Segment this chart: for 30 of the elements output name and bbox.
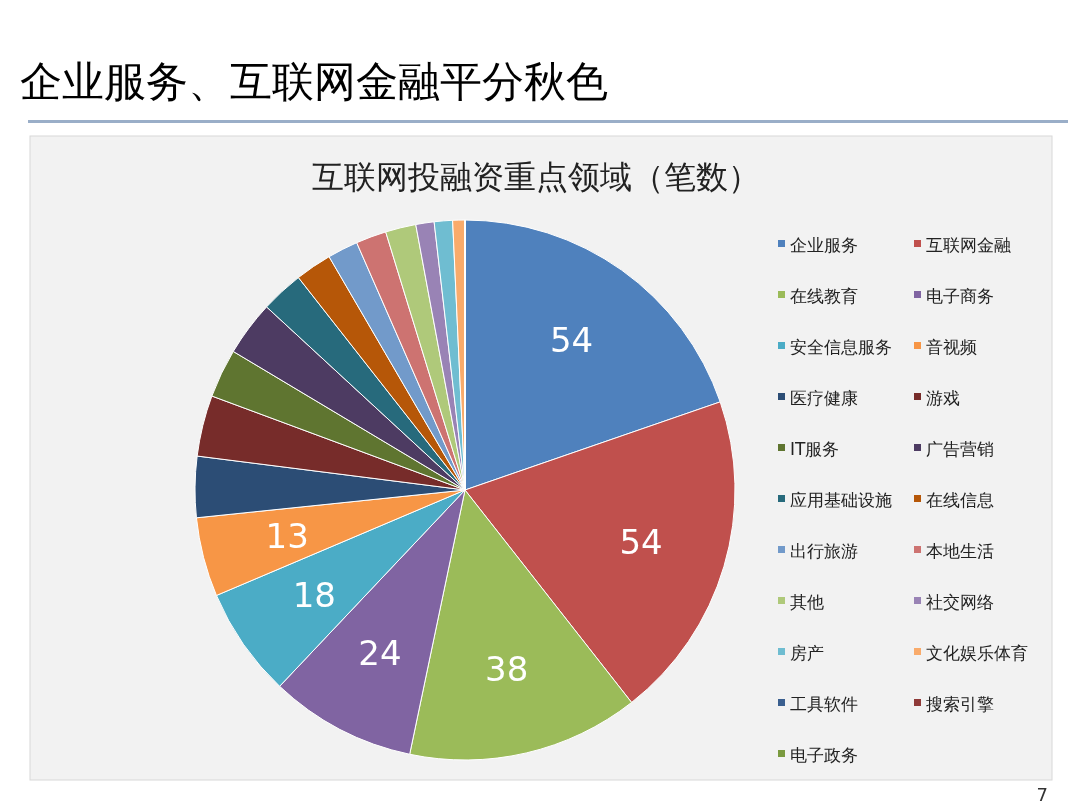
legend-label: 企业服务 xyxy=(790,234,858,255)
chart-title: 企业服务、互联网金融平分秋色 xyxy=(20,57,608,106)
legend-label: 游戏 xyxy=(926,387,960,408)
legend-label: 医疗健康 xyxy=(790,387,858,408)
data-label: 24 xyxy=(358,632,402,673)
legend-label: 电子政务 xyxy=(790,744,858,765)
text: 7 xyxy=(1036,784,1048,805)
legend-label: 搜索引擎 xyxy=(926,693,994,714)
legend-label: 应用基础设施 xyxy=(790,489,892,510)
legend-label: 安全信息服务 xyxy=(790,336,892,357)
legend-label: 在线教育 xyxy=(790,285,858,306)
legend-label: 电子商务 xyxy=(926,285,994,306)
legend-label: 房产 xyxy=(790,642,824,663)
legend-label: 社交网络 xyxy=(926,591,994,612)
legend-label: IT服务 xyxy=(790,438,840,459)
legend-label: 音视频 xyxy=(926,336,977,357)
legend-label: 其他 xyxy=(790,591,824,612)
legend-label: 在线信息 xyxy=(926,489,994,510)
data-label: 13 xyxy=(265,515,309,556)
legend-label: 本地生活 xyxy=(926,540,994,561)
data-label: 38 xyxy=(485,648,529,689)
legend-label: 文化娱乐体育 xyxy=(926,642,1028,663)
legend-label: 广告营销 xyxy=(926,438,994,459)
chart-subtitle: 互联网投融资重点领域（笔数） xyxy=(312,158,760,196)
data-label: 18 xyxy=(292,574,336,615)
data-label: 54 xyxy=(549,320,594,361)
legend-label: 出行旅游 xyxy=(790,540,858,561)
data-label: 54 xyxy=(619,521,663,562)
legend-label: 工具软件 xyxy=(790,693,858,714)
legend-label: 互联网金融 xyxy=(926,234,1011,255)
